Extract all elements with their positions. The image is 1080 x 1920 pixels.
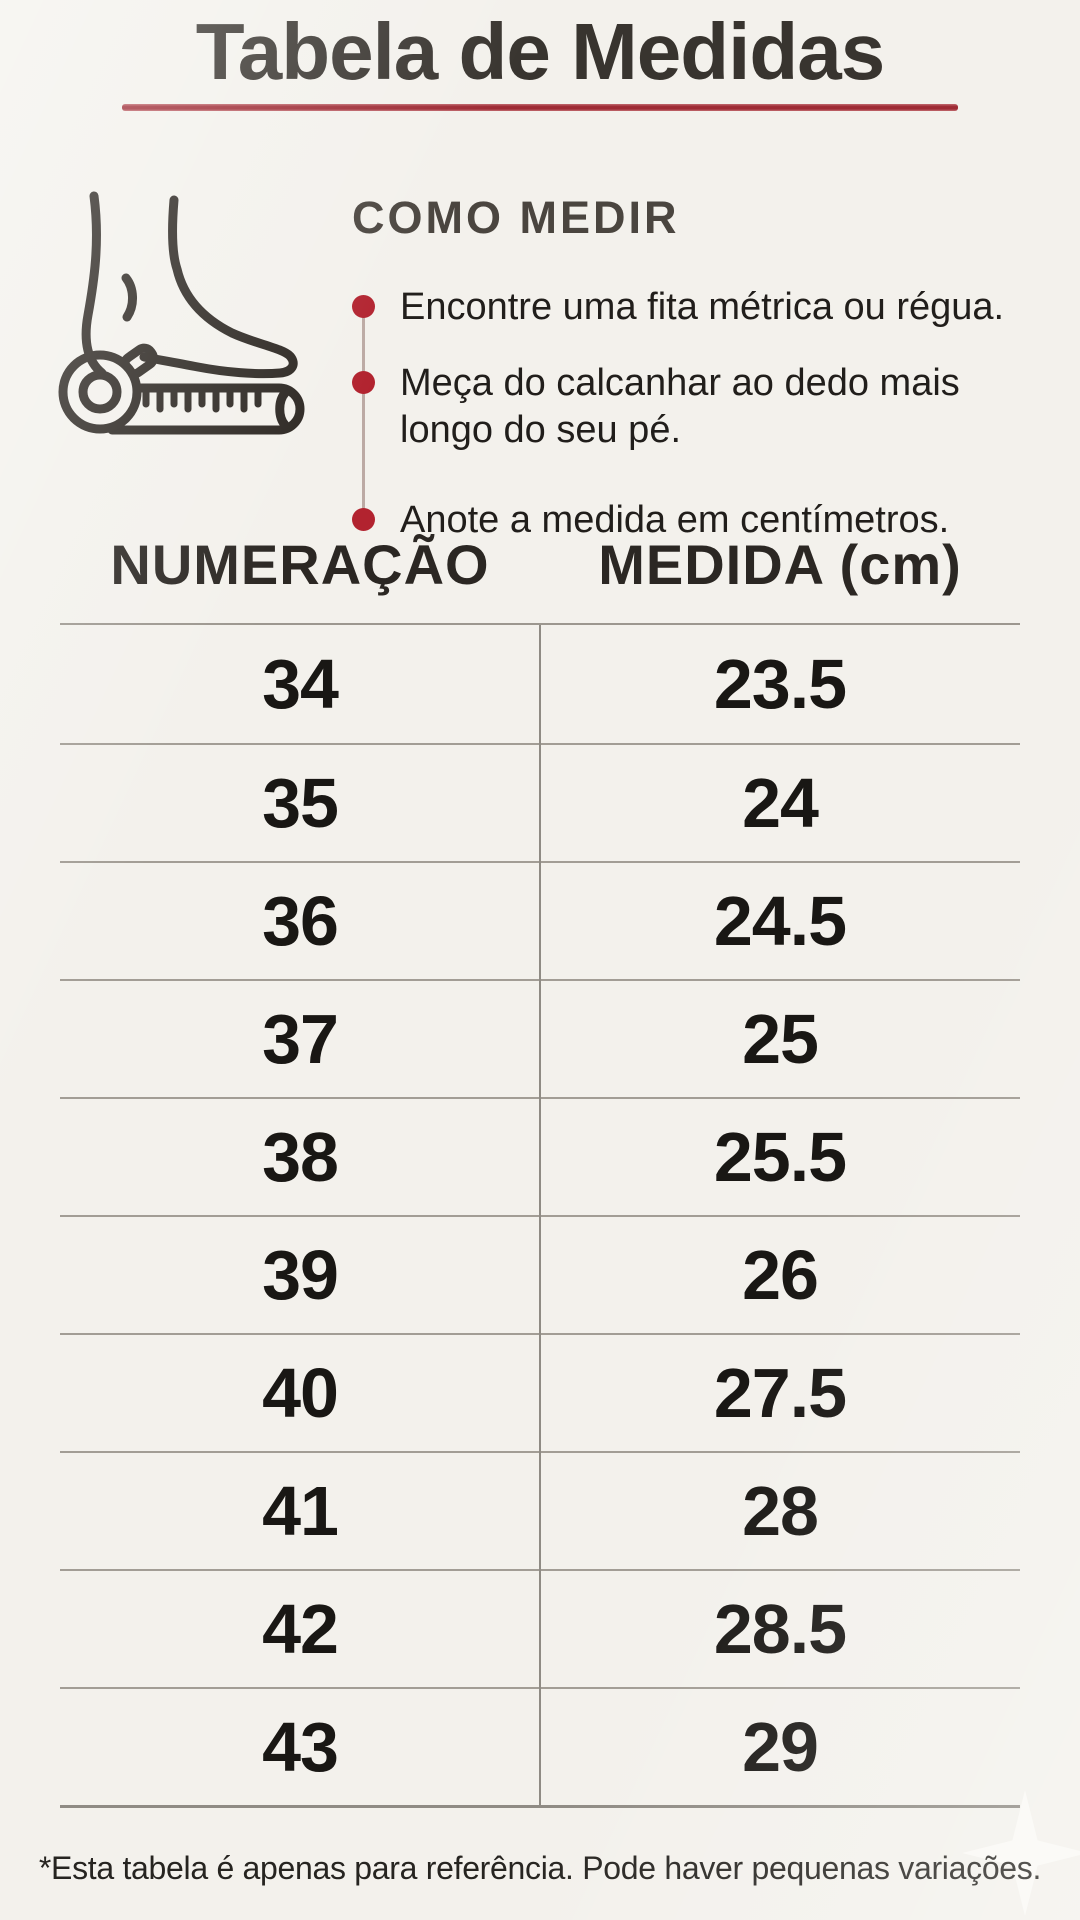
how-to-measure-section: COMO MEDIR Encontre uma fita métrica ou … (352, 192, 1042, 543)
measure-cell: 24.5 (713, 882, 847, 960)
measure-cell: 28 (742, 1472, 819, 1550)
measure-steps-list: Encontre uma fita métrica ou régua. Meça… (352, 284, 1042, 543)
table-row: 40 27.5 (60, 1333, 1020, 1451)
table-row: 35 24 (60, 743, 1020, 861)
title-underline (122, 104, 958, 111)
size-cell: 37 (262, 1000, 339, 1078)
header-medida: MEDIDA (cm) (598, 532, 962, 596)
measure-step: Encontre uma fita métrica ou régua. (352, 284, 1042, 330)
measure-cell: 25 (742, 1000, 819, 1078)
measure-cell: 24 (742, 764, 819, 842)
table-body: 34 23.5 35 24 36 24.5 37 25 38 25.5 39 2… (60, 623, 1020, 1808)
foot-on-measuring-tape-icon (42, 168, 312, 438)
measure-cell: 28.5 (713, 1590, 847, 1668)
size-cell: 40 (262, 1354, 339, 1432)
measure-step: Meça do calcanhar ao dedo mais longo do … (352, 360, 1042, 453)
table-row: 43 29 (60, 1687, 1020, 1805)
bullet-dot-icon (352, 508, 375, 532)
measure-cell: 29 (742, 1708, 819, 1786)
measure-cell: 27.5 (713, 1354, 847, 1432)
table-row: 42 28.5 (60, 1569, 1020, 1687)
table-row: 37 25 (60, 979, 1020, 1097)
size-cell: 34 (262, 645, 339, 723)
size-cell: 36 (262, 882, 339, 960)
size-cell: 39 (262, 1236, 339, 1314)
measure-cell: 26 (742, 1236, 819, 1314)
step-text: Encontre uma fita métrica ou régua. (400, 286, 1005, 328)
size-cell: 35 (262, 764, 339, 842)
size-cell: 38 (262, 1118, 339, 1196)
bullet-dot-icon (352, 371, 375, 395)
size-cell: 41 (262, 1472, 339, 1550)
table-row: 41 28 (60, 1451, 1020, 1569)
step-text: Meça do calcanhar ao dedo mais longo do … (400, 362, 960, 451)
bullet-dot-icon (352, 295, 375, 318)
table-header-row: NUMERAÇÃO MEDIDA (cm) (60, 505, 1020, 623)
foot-icon-svg (58, 191, 305, 435)
table-row: 36 24.5 (60, 861, 1020, 979)
table-row: 34 23.5 (60, 625, 1020, 743)
size-cell: 42 (262, 1590, 339, 1668)
step-text: Anote a medida em centímetros. (400, 499, 950, 542)
table-row: 39 26 (60, 1215, 1020, 1333)
footnote: *Esta tabela é apenas para referência. P… (38, 1850, 1042, 1886)
how-to-heading: COMO MEDIR (352, 192, 680, 243)
page-title: Tabela de Medidas (195, 7, 885, 96)
header-numeracao: NUMERAÇÃO (110, 532, 490, 596)
table-row: 38 25.5 (60, 1097, 1020, 1215)
measure-step: Anote a medida em centímetros. (352, 497, 1042, 543)
size-cell: 43 (262, 1708, 339, 1786)
measure-cell: 23.5 (713, 645, 847, 723)
size-table: NUMERAÇÃO MEDIDA (cm) 34 23.5 35 24 36 2… (60, 505, 1020, 1808)
measure-cell: 25.5 (713, 1118, 847, 1196)
